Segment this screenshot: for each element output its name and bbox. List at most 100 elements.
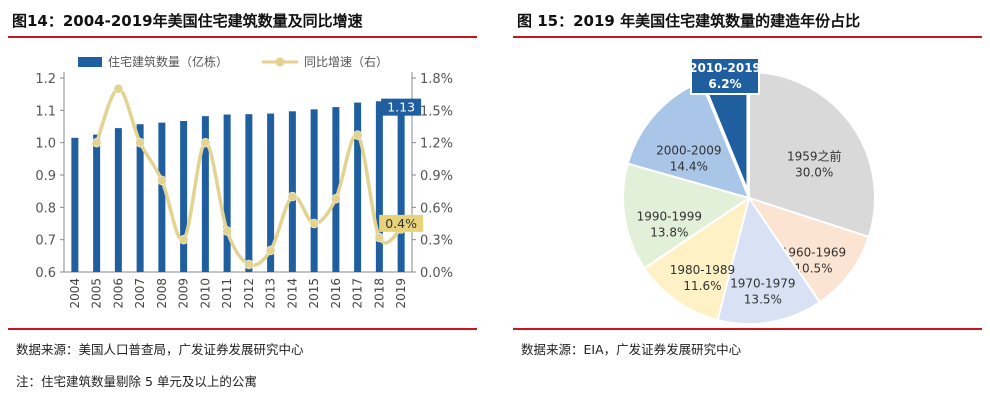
x-tick-label: 2018	[372, 278, 386, 309]
x-tick-label: 2004	[68, 278, 82, 309]
x-tick-label: 2007	[133, 278, 147, 309]
x-tick-label: 2009	[177, 278, 191, 309]
left-y-tick-label: 0.9	[35, 169, 56, 184]
left-chart-title: 图14：2004-2019年美国住宅建筑数量及同比增速	[12, 12, 363, 30]
growth-point	[287, 191, 298, 202]
growth-point	[157, 175, 167, 186]
pie-slice	[642, 195, 751, 322]
right-y-tick-label: 0.0%	[420, 266, 453, 281]
pie-slice-label: 1990-1999	[637, 210, 702, 224]
bar-callout-label: 1.13	[387, 100, 415, 115]
right-y-tick-label: 1.2%	[420, 137, 453, 152]
bar	[375, 101, 383, 272]
bar	[180, 121, 188, 273]
bar	[267, 113, 275, 272]
pie-chart: 1959之前 30.0% 1960-1969 10.5%1970-1979 13.5% 1…	[622, 57, 876, 325]
x-tick-label: 2015	[307, 278, 321, 309]
right-chart-panel: 图 15：2019 年美国住宅建筑数量的建造年份占比 1959之前 30.0% 19…	[505, 0, 990, 404]
pie-slice-value: 30.0%	[795, 166, 833, 180]
x-tick-label: 2017	[351, 278, 365, 309]
bar	[158, 122, 166, 273]
line-callout-label: 0.4%	[385, 216, 417, 231]
growth-point	[91, 137, 102, 148]
pie-slice-label: 2000-2009	[656, 143, 721, 157]
pie-slice-value: 10.5%	[794, 261, 832, 275]
left-y-tick-label: 1.2	[35, 72, 56, 87]
growth-point	[331, 193, 341, 204]
right-y-tick-label: 0.9%	[420, 169, 453, 184]
right-source-rule	[513, 328, 982, 330]
bar	[201, 116, 209, 272]
growth-point	[135, 137, 145, 148]
left-title-rule	[8, 36, 477, 38]
bar	[354, 102, 362, 272]
left-y-tick-label: 1.1	[35, 104, 56, 119]
pie-slice	[748, 70, 876, 239]
left-source-note: 数据来源：美国人口普查局，广发证券发展研究中心	[16, 342, 304, 357]
bar	[245, 114, 253, 272]
right-y-tick-label: 0.3%	[420, 234, 453, 249]
legend-line-marker	[275, 57, 285, 67]
bar	[136, 124, 144, 272]
right-chart-title: 图 15：2019 年美国住宅建筑数量的建造年份占比	[517, 12, 861, 30]
x-tick-label: 2008	[155, 278, 169, 309]
right-title-rule	[513, 36, 982, 38]
x-tick-label: 2011	[220, 278, 234, 309]
pie-slice-label: 2010-2019	[689, 61, 761, 75]
x-tick-label: 2019	[394, 278, 408, 309]
left-y-tick-label: 1.0	[35, 137, 56, 152]
growth-point	[178, 234, 189, 245]
growth-point	[309, 218, 319, 229]
pie-slice	[716, 195, 822, 325]
bar	[288, 111, 296, 272]
bar	[71, 137, 79, 272]
right-y-tick-label: 0.6%	[420, 201, 453, 216]
x-tick-label: 2016	[329, 278, 343, 309]
x-tick-label: 2006	[111, 278, 125, 309]
legend-bar-label: 住宅建筑数量（亿栋）	[108, 54, 228, 69]
bar	[223, 114, 231, 272]
growth-point	[113, 84, 124, 94]
x-tick-label: 2013	[264, 278, 278, 309]
right-y-tick-label: 1.8%	[420, 72, 453, 87]
left-chart-panel: 图14：2004-2019年美国住宅建筑数量及同比增速 0.6 0.7 0.8 0.9…	[0, 0, 485, 404]
pie-slice-value: 13.8%	[650, 226, 688, 240]
bar	[310, 109, 318, 272]
pie-slice-label: 1960-1969	[781, 245, 846, 259]
pie-slice-value: 11.6%	[683, 279, 721, 293]
growth-point	[200, 137, 211, 148]
bar-callout-box	[381, 98, 422, 116]
x-tick-label: 2005	[90, 278, 104, 309]
left-source-rule	[8, 328, 477, 330]
growth-point	[265, 245, 276, 256]
growth-point	[352, 130, 363, 140]
right-y-tick-label: 1.5%	[420, 104, 453, 119]
pie-slice-value: 14.4%	[670, 159, 708, 173]
x-tick-label: 2012	[242, 278, 256, 309]
growth-point	[244, 259, 254, 270]
pie-slice-value: 13.5%	[744, 292, 782, 306]
highlight-label-box	[690, 57, 760, 95]
x-tick-label: 2010	[198, 278, 212, 309]
bar	[397, 100, 405, 272]
left-footnote: 注：住宅建筑数量剔除 5 单元及以上的公寓	[16, 374, 257, 389]
left-y-tick-label: 0.6	[35, 266, 56, 281]
bar	[114, 128, 122, 272]
pie-slice	[746, 196, 871, 304]
pie-slice-label: 1970-1979	[730, 276, 795, 290]
bar	[332, 107, 340, 272]
pie-slice-value: 6.2%	[708, 77, 741, 91]
line-callout-box	[379, 214, 424, 232]
growth-point	[222, 226, 232, 236]
bar	[93, 134, 101, 272]
pie-slice-label: 1980-1989	[670, 263, 735, 277]
x-tick-label: 2014	[285, 278, 299, 309]
left-y-tick-label: 0.7	[35, 234, 56, 249]
pie-slice-label: 1959之前	[787, 149, 842, 164]
growth-point	[374, 232, 385, 243]
legend-bar-swatch	[78, 57, 102, 67]
left-y-tick-label: 0.8	[35, 201, 56, 216]
right-source-note: 数据来源：EIA，广发证券发展研究中心	[521, 342, 742, 357]
bar-line-chart: 0.6 0.7 0.8 0.9 1.0 1.1 1.2 0.0% 0.3% 0.6% 0.9% 1.2…	[35, 54, 453, 309]
legend-line-label: 同比增速（右）	[304, 54, 388, 69]
